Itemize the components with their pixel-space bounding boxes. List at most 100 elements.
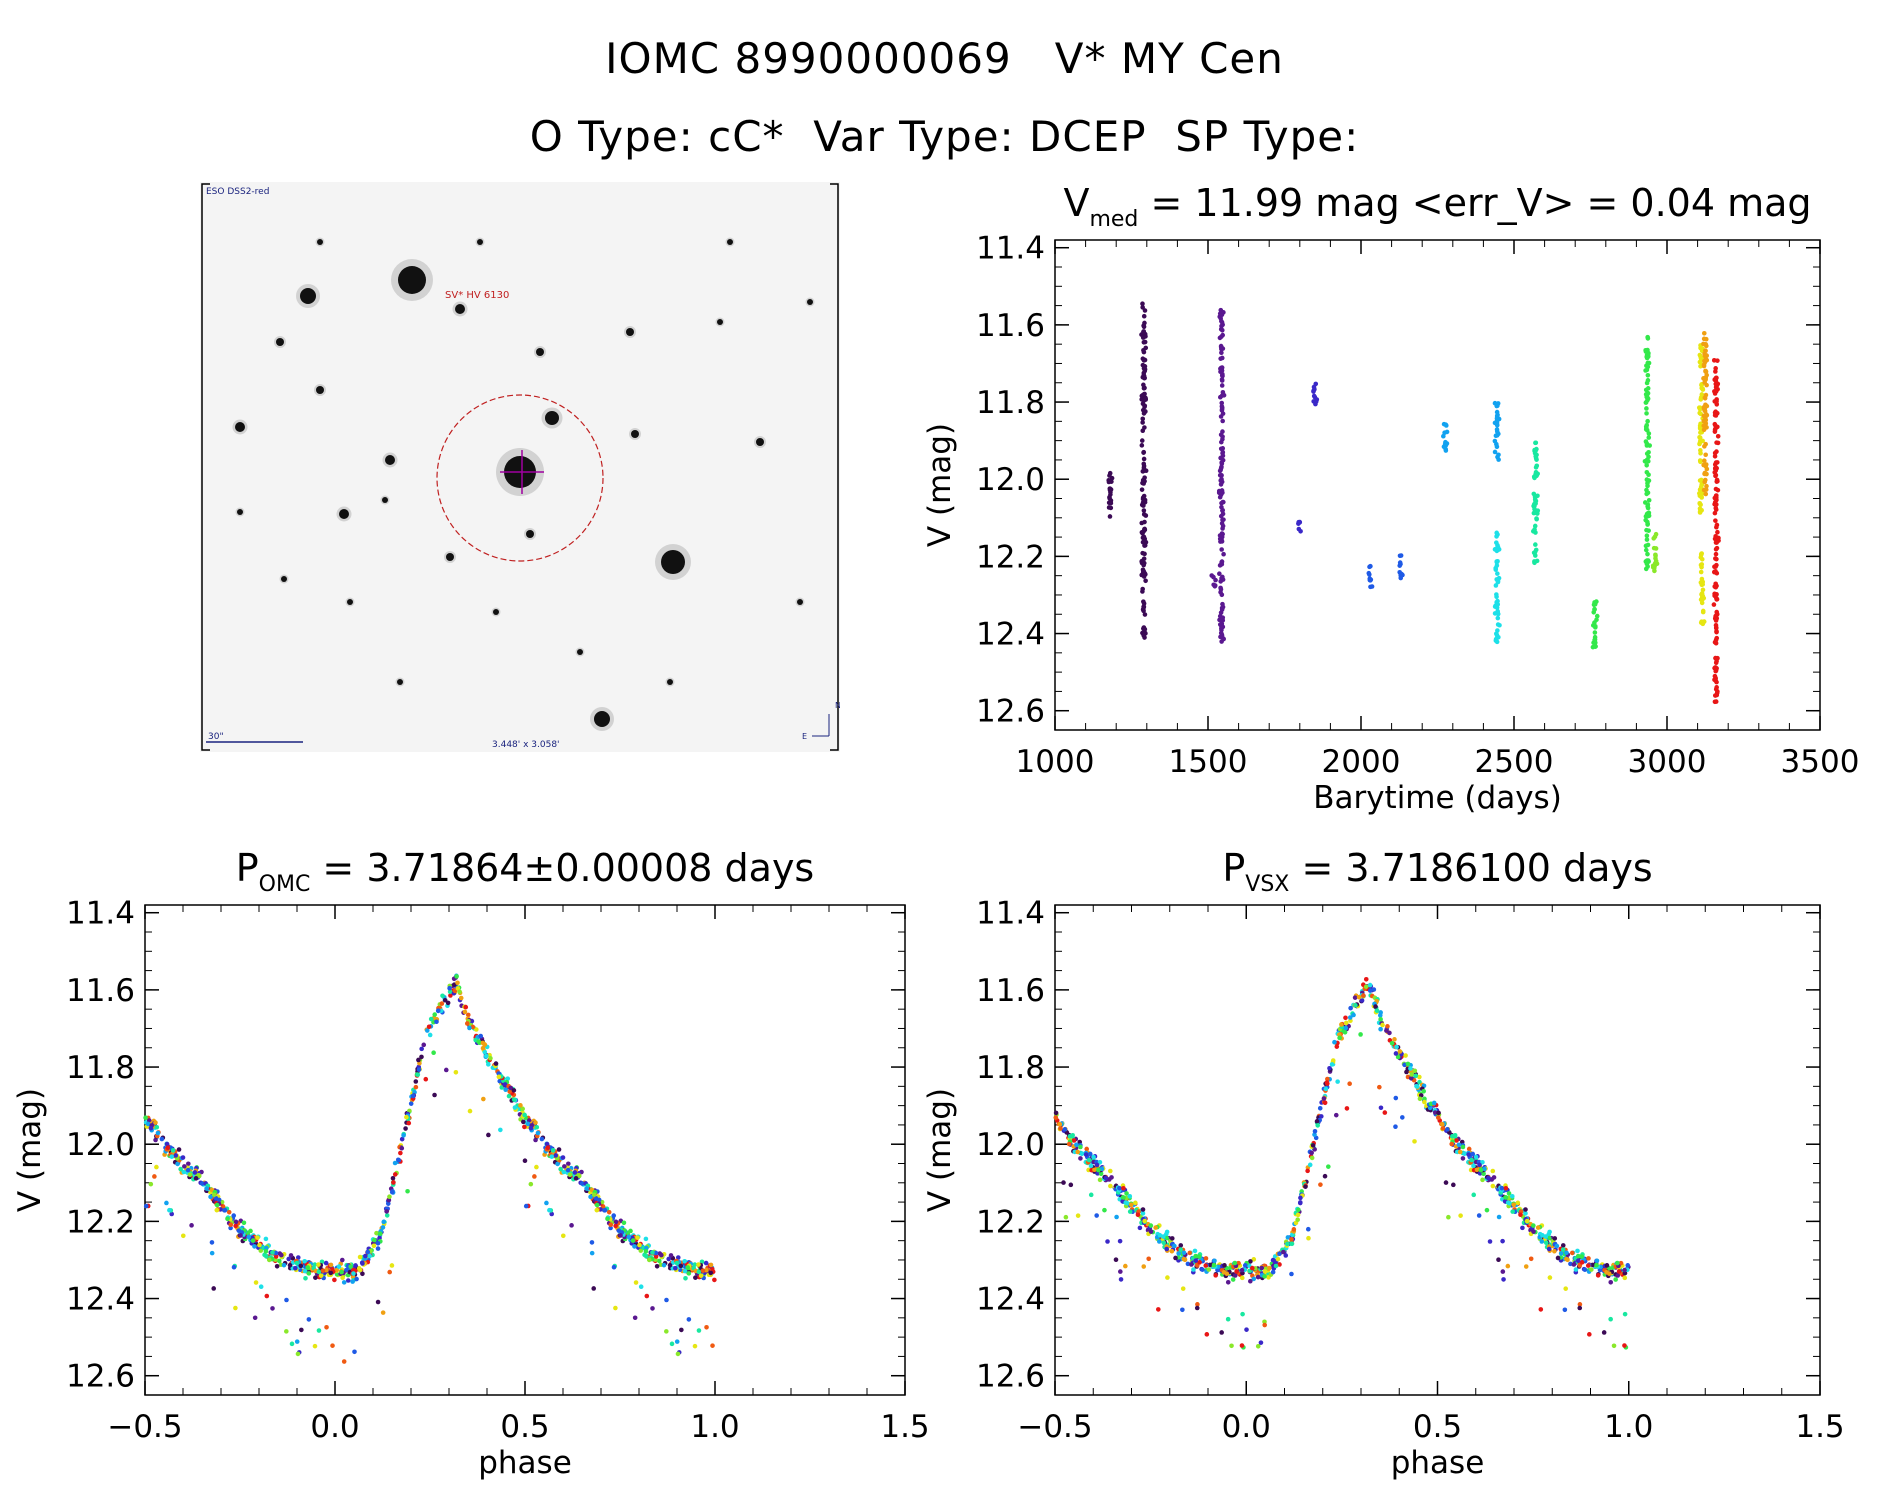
data-point (1141, 463, 1147, 469)
data-point (353, 1264, 359, 1270)
data-point (1090, 1165, 1096, 1170)
data-point (202, 1180, 207, 1186)
data-point (521, 1119, 526, 1125)
data-point (1098, 1171, 1104, 1177)
data-point (1642, 458, 1648, 464)
data-point (1703, 348, 1708, 354)
data-point (1121, 1195, 1126, 1200)
data-point (1219, 366, 1224, 372)
data-point (588, 1194, 593, 1200)
data-point (234, 1225, 240, 1230)
data-point (1143, 395, 1148, 401)
data-point (248, 1237, 253, 1243)
data-point (522, 1124, 527, 1130)
data-point (1472, 1159, 1478, 1165)
data-point (1622, 1267, 1627, 1273)
data-point (1652, 534, 1658, 540)
data-point (1143, 409, 1148, 414)
data-point (346, 1263, 351, 1268)
data-point (1160, 1234, 1166, 1239)
data-point (1494, 420, 1500, 426)
data-point (1137, 1225, 1143, 1231)
data-point (613, 1305, 618, 1311)
data-point (1604, 1270, 1609, 1275)
data-point (1180, 1307, 1185, 1313)
data-point (432, 1092, 437, 1098)
data-point (1336, 1028, 1342, 1033)
data-point (365, 1249, 371, 1255)
data-point (1645, 334, 1650, 340)
data-point (1702, 406, 1708, 411)
star (727, 239, 733, 245)
data-point (1714, 522, 1720, 528)
data-point (584, 1188, 589, 1194)
data-point (1590, 1262, 1595, 1268)
data-point (239, 1225, 245, 1231)
data-point (1102, 1174, 1108, 1180)
data-point (1323, 1086, 1329, 1092)
data-point (1195, 1254, 1200, 1260)
data-point (1646, 472, 1651, 478)
data-point (1391, 1044, 1397, 1049)
data-point (1702, 407, 1707, 413)
data-point (686, 1265, 692, 1271)
data-point (592, 1197, 598, 1203)
data-point (250, 1240, 256, 1246)
data-point (1597, 1267, 1603, 1273)
data-point (1446, 1214, 1451, 1220)
data-point (1413, 1072, 1419, 1077)
data-point (1700, 587, 1706, 593)
data-point (1646, 478, 1652, 483)
data-point (154, 1164, 159, 1170)
data-point (1117, 1196, 1123, 1202)
data-point (1494, 592, 1499, 597)
data-point (1702, 377, 1708, 383)
data-point (351, 1271, 356, 1276)
data-point (644, 1245, 649, 1251)
data-point (1099, 1166, 1104, 1171)
data-point (630, 1238, 636, 1243)
data-point (1271, 1263, 1276, 1269)
data-point (212, 1190, 218, 1196)
data-point (557, 1157, 562, 1162)
data-point (1406, 1068, 1412, 1073)
data-point (1613, 1277, 1618, 1282)
data-point (1699, 594, 1705, 600)
data-point (592, 1188, 598, 1193)
data-point (1105, 1239, 1110, 1244)
data-point (1219, 323, 1224, 329)
data-point (1594, 617, 1599, 623)
data-point (1714, 658, 1719, 664)
data-point (1525, 1216, 1531, 1222)
data-point (1505, 1187, 1510, 1193)
data-point (1394, 1044, 1399, 1050)
data-point (1506, 1191, 1512, 1196)
data-point (585, 1185, 591, 1191)
data-point (1535, 511, 1540, 516)
data-point (1385, 1024, 1390, 1029)
data-point (195, 1175, 201, 1180)
data-point (1217, 613, 1223, 619)
data-point (1701, 427, 1707, 433)
data-point (1697, 478, 1703, 483)
data-point (1143, 468, 1149, 474)
data-point (1474, 1158, 1479, 1164)
data-point (473, 1035, 479, 1040)
data-point (419, 1046, 424, 1052)
data-point (436, 1005, 441, 1011)
data-point (1270, 1257, 1276, 1263)
data-point (1699, 582, 1705, 588)
data-point (309, 1267, 314, 1273)
data-point (1653, 546, 1659, 551)
data-point (1495, 412, 1500, 418)
data-point (1601, 1265, 1607, 1271)
data-point (1625, 1267, 1630, 1272)
data-point (1431, 1103, 1436, 1108)
data-point (1534, 516, 1539, 522)
data-point (1644, 394, 1649, 400)
data-point (1140, 539, 1146, 545)
data-point (368, 1248, 373, 1254)
data-point (1182, 1252, 1188, 1257)
data-point (1652, 568, 1657, 574)
data-point (1223, 1271, 1228, 1277)
